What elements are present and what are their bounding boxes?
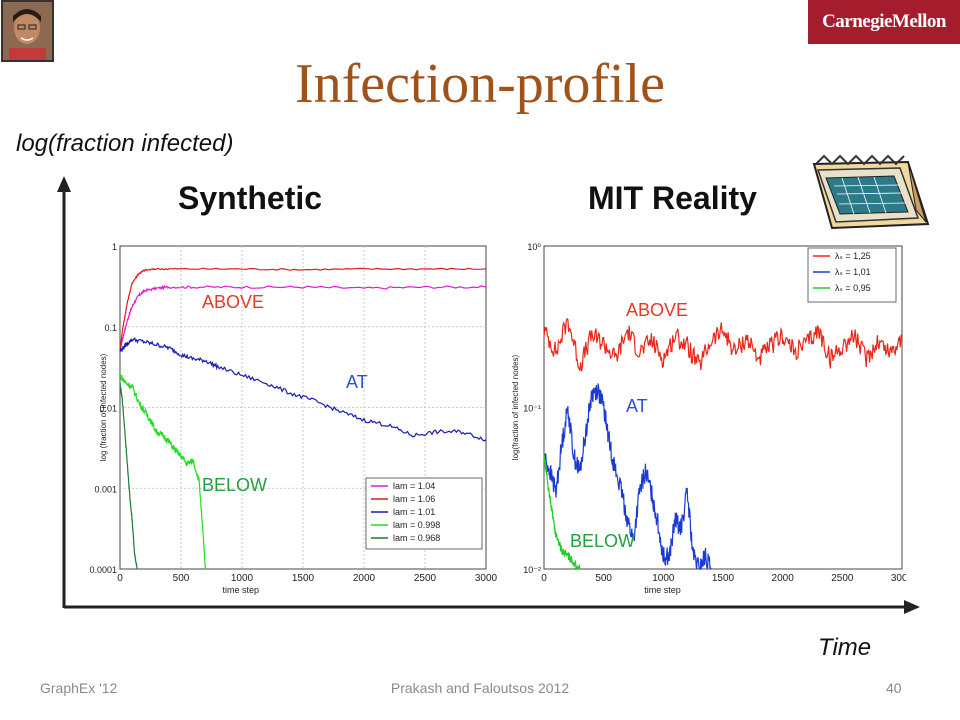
presenter-photo (3, 2, 52, 60)
y-axis-title: log(fraction infected) (16, 130, 234, 157)
carnegie-mellon-logo: CarnegieMellon (808, 0, 960, 44)
overlay-label-at: AT (626, 396, 648, 416)
slide-y-axis-arrow (57, 176, 71, 192)
x-tick-label: 0 (541, 573, 547, 584)
series-line-1 (119, 267, 487, 352)
logo-text: CarnegieMellon (822, 11, 946, 32)
footer-authors: Prakash and Faloutsos 2012 (390, 680, 570, 696)
legend-entry: λₛ = 0,95 (835, 283, 871, 293)
legend-entry: lam = 0.998 (393, 520, 440, 530)
overlay-label-above: ABOVE (626, 300, 688, 320)
x-tick-label: 0 (117, 573, 123, 584)
x-tick-label: 3000 (475, 573, 498, 584)
x-tick-label: 2000 (772, 573, 795, 584)
x-tick-label: 500 (173, 573, 190, 584)
overlay-label-below: BELOW (202, 475, 267, 495)
calendar-icon (812, 154, 930, 230)
y-tick-label: 1 (112, 242, 117, 252)
y-tick-label: 0.1 (104, 323, 117, 333)
presenter-avatar (1, 0, 54, 62)
overlay-label-above: ABOVE (202, 292, 264, 312)
x-axis-label: time step (222, 585, 259, 595)
legend-box (365, 477, 483, 550)
series-line-1 (543, 383, 712, 570)
series-line-0 (119, 284, 487, 351)
series-line-2 (119, 337, 487, 442)
page-title: Infection-profile (294, 53, 666, 115)
x-tick-label: 2000 (353, 573, 376, 584)
x-tick-label: 1000 (231, 573, 254, 584)
slide-x-axis-arrow (904, 600, 920, 614)
legend-entry: lam = 1.04 (393, 481, 435, 491)
legend-entry: λₛ = 1,25 (835, 251, 871, 261)
legend-entry: lam = 0.968 (393, 533, 440, 543)
mit-reality-chart: 0 500 1000 1500 2000 2500 3000 10⁻² 10⁻¹ 10⁰ time … (511, 242, 906, 595)
legend-entry: lam = 1.01 (393, 507, 435, 517)
legend-box (807, 247, 897, 303)
x-tick-label: 1500 (292, 573, 315, 584)
y-tick-label: 10⁻¹ (523, 404, 541, 414)
synthetic-chart: 0 500 1000 1500 2000 2500 3000 0.0001 0.001 0.01 0… (89, 242, 498, 595)
mit-panel-title: MIT Reality (588, 180, 757, 216)
y-tick-label: 0.0001 (89, 565, 117, 575)
x-tick-label: 3000 (891, 573, 906, 584)
legend-entry: lam = 1.06 (393, 494, 435, 504)
synthetic-panel-title: Synthetic (178, 180, 323, 216)
legend-entry: λₛ = 1,01 (835, 267, 871, 277)
y-axis-label: log (fraction of infected nodes) (99, 353, 108, 461)
footer-conference: GraphEx '12 (40, 680, 118, 696)
x-axis-label: time step (644, 585, 681, 595)
x-tick-label: 1000 (652, 573, 675, 584)
y-tick-label: 0.01 (99, 404, 117, 414)
y-tick-label: 10⁻² (523, 565, 541, 575)
overlay-label-below: BELOW (570, 531, 635, 551)
y-axis-label: log(fraction of infected nodes) (511, 354, 520, 460)
series-line-2 (543, 454, 581, 570)
y-tick-label: 0.001 (94, 484, 117, 494)
series-line-0 (543, 317, 903, 372)
y-tick-label: 10⁰ (527, 242, 541, 252)
x-tick-label: 1500 (712, 573, 735, 584)
series-line-4 (119, 382, 138, 570)
x-axis-title: Time (818, 634, 872, 661)
series-line-3 (119, 374, 206, 570)
overlay-label-at: AT (346, 372, 368, 392)
x-tick-label: 2500 (831, 573, 854, 584)
x-tick-label: 2500 (414, 573, 437, 584)
page-number: 40 (886, 680, 902, 696)
x-tick-label: 500 (595, 573, 612, 584)
